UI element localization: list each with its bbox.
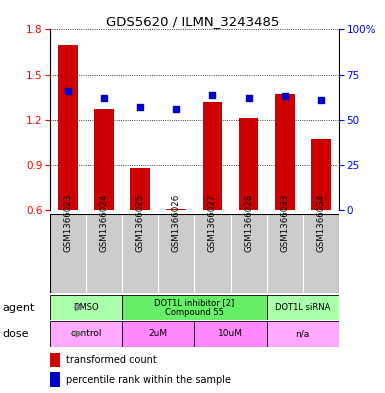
- Bar: [94, 109, 114, 210]
- Bar: [86, 214, 122, 293]
- Point: [209, 92, 216, 98]
- Point: [65, 88, 71, 94]
- Bar: [311, 140, 331, 210]
- Bar: [266, 321, 339, 347]
- Text: GSM1366034: GSM1366034: [316, 194, 325, 252]
- Bar: [158, 214, 194, 293]
- Text: dose: dose: [2, 329, 28, 339]
- Bar: [50, 353, 60, 367]
- Point: [173, 106, 179, 112]
- Bar: [58, 44, 78, 210]
- Text: control: control: [70, 329, 102, 338]
- Text: GDS5620 / ILMN_3243485: GDS5620 / ILMN_3243485: [106, 15, 279, 28]
- Bar: [239, 118, 258, 210]
- Bar: [194, 214, 231, 293]
- Text: n/a: n/a: [296, 329, 310, 338]
- Point: [101, 95, 107, 101]
- Bar: [303, 214, 339, 293]
- Point: [281, 93, 288, 99]
- Bar: [50, 214, 86, 293]
- Text: DOT1L inhibitor [2]
Compound 55: DOT1L inhibitor [2] Compound 55: [154, 298, 234, 317]
- Bar: [166, 209, 186, 210]
- Text: transformed count: transformed count: [66, 355, 157, 365]
- Bar: [50, 372, 60, 387]
- Point: [246, 95, 252, 101]
- Bar: [122, 321, 194, 347]
- Bar: [50, 295, 122, 320]
- Bar: [122, 295, 266, 320]
- Bar: [275, 94, 295, 210]
- Bar: [194, 321, 266, 347]
- Text: GSM1366027: GSM1366027: [208, 194, 217, 252]
- Bar: [131, 168, 150, 210]
- Text: agent: agent: [2, 303, 34, 312]
- Text: GSM1366025: GSM1366025: [136, 194, 145, 252]
- Bar: [266, 214, 303, 293]
- Point: [318, 97, 324, 103]
- Text: DMSO: DMSO: [73, 303, 99, 312]
- Bar: [122, 214, 158, 293]
- Bar: [50, 321, 122, 347]
- Text: 10uM: 10uM: [218, 329, 243, 338]
- Bar: [231, 214, 266, 293]
- Text: 2uM: 2uM: [149, 329, 168, 338]
- Bar: [203, 102, 223, 210]
- Text: GSM1366033: GSM1366033: [280, 194, 289, 252]
- Text: GSM1366026: GSM1366026: [172, 194, 181, 252]
- Text: GSM1366024: GSM1366024: [100, 194, 109, 252]
- Bar: [266, 295, 339, 320]
- Text: percentile rank within the sample: percentile rank within the sample: [66, 375, 231, 385]
- Point: [137, 104, 143, 110]
- Text: DOT1L siRNA: DOT1L siRNA: [275, 303, 330, 312]
- Text: GSM1366028: GSM1366028: [244, 194, 253, 252]
- Text: GSM1366023: GSM1366023: [64, 194, 73, 252]
